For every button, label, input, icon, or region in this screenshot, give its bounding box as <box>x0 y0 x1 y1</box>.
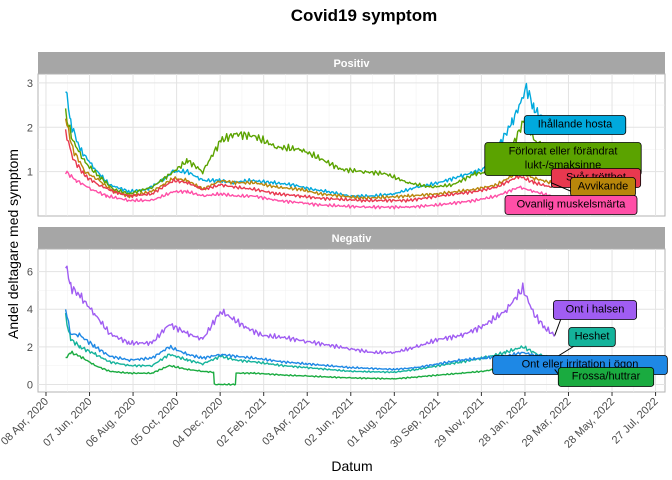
chart-title: Covid19 symptom <box>291 6 437 25</box>
label-text: Avvikande <box>578 181 629 193</box>
label-box <box>568 327 616 347</box>
y-tick-label: 6 <box>27 267 33 279</box>
y-tick-label: 1 <box>27 167 33 179</box>
label-text: Frossa/huttrar <box>572 371 641 383</box>
facet-strip <box>38 52 665 74</box>
label-box <box>523 115 627 135</box>
facet-strip <box>38 227 665 249</box>
y-tick-label: 2 <box>27 342 33 354</box>
series-line <box>64 129 552 203</box>
label-box <box>553 300 638 320</box>
label-box <box>557 367 655 387</box>
series-line <box>65 265 556 355</box>
series-label: Avvikande <box>550 177 636 197</box>
y-axis-title: Andel deltagare med symptom <box>5 149 21 339</box>
series-label: Frossa/huttrar <box>554 367 655 387</box>
y-tick-label: 2 <box>27 122 33 134</box>
series-line <box>64 309 556 371</box>
facet-strip-label: Negativ <box>332 233 373 245</box>
series-line <box>64 170 552 210</box>
y-tick-label: 0 <box>27 379 33 391</box>
x-axis-title: Datum <box>331 458 372 474</box>
x-tick-label: 27 Jul, 2022 <box>610 396 661 447</box>
label-connector <box>554 317 562 336</box>
label-text: Heshet <box>575 331 610 343</box>
series-line <box>64 118 552 201</box>
label-box <box>504 195 638 215</box>
y-tick-label: 3 <box>27 78 33 90</box>
facet-strip-label: Positiv <box>333 58 370 70</box>
label-text: Ihållande hosta <box>538 119 613 131</box>
series-line <box>64 108 552 195</box>
series-line <box>65 350 556 386</box>
series-label: Ont i halsen <box>553 300 638 336</box>
series-label: Ihållande hosta <box>523 115 627 135</box>
series-label: Ovanlig muskelsmärta <box>504 195 638 215</box>
label-text: Ovanlig muskelsmärta <box>517 199 627 211</box>
y-tick-label: 4 <box>27 304 33 316</box>
label-text: Ont i halsen <box>566 304 625 316</box>
